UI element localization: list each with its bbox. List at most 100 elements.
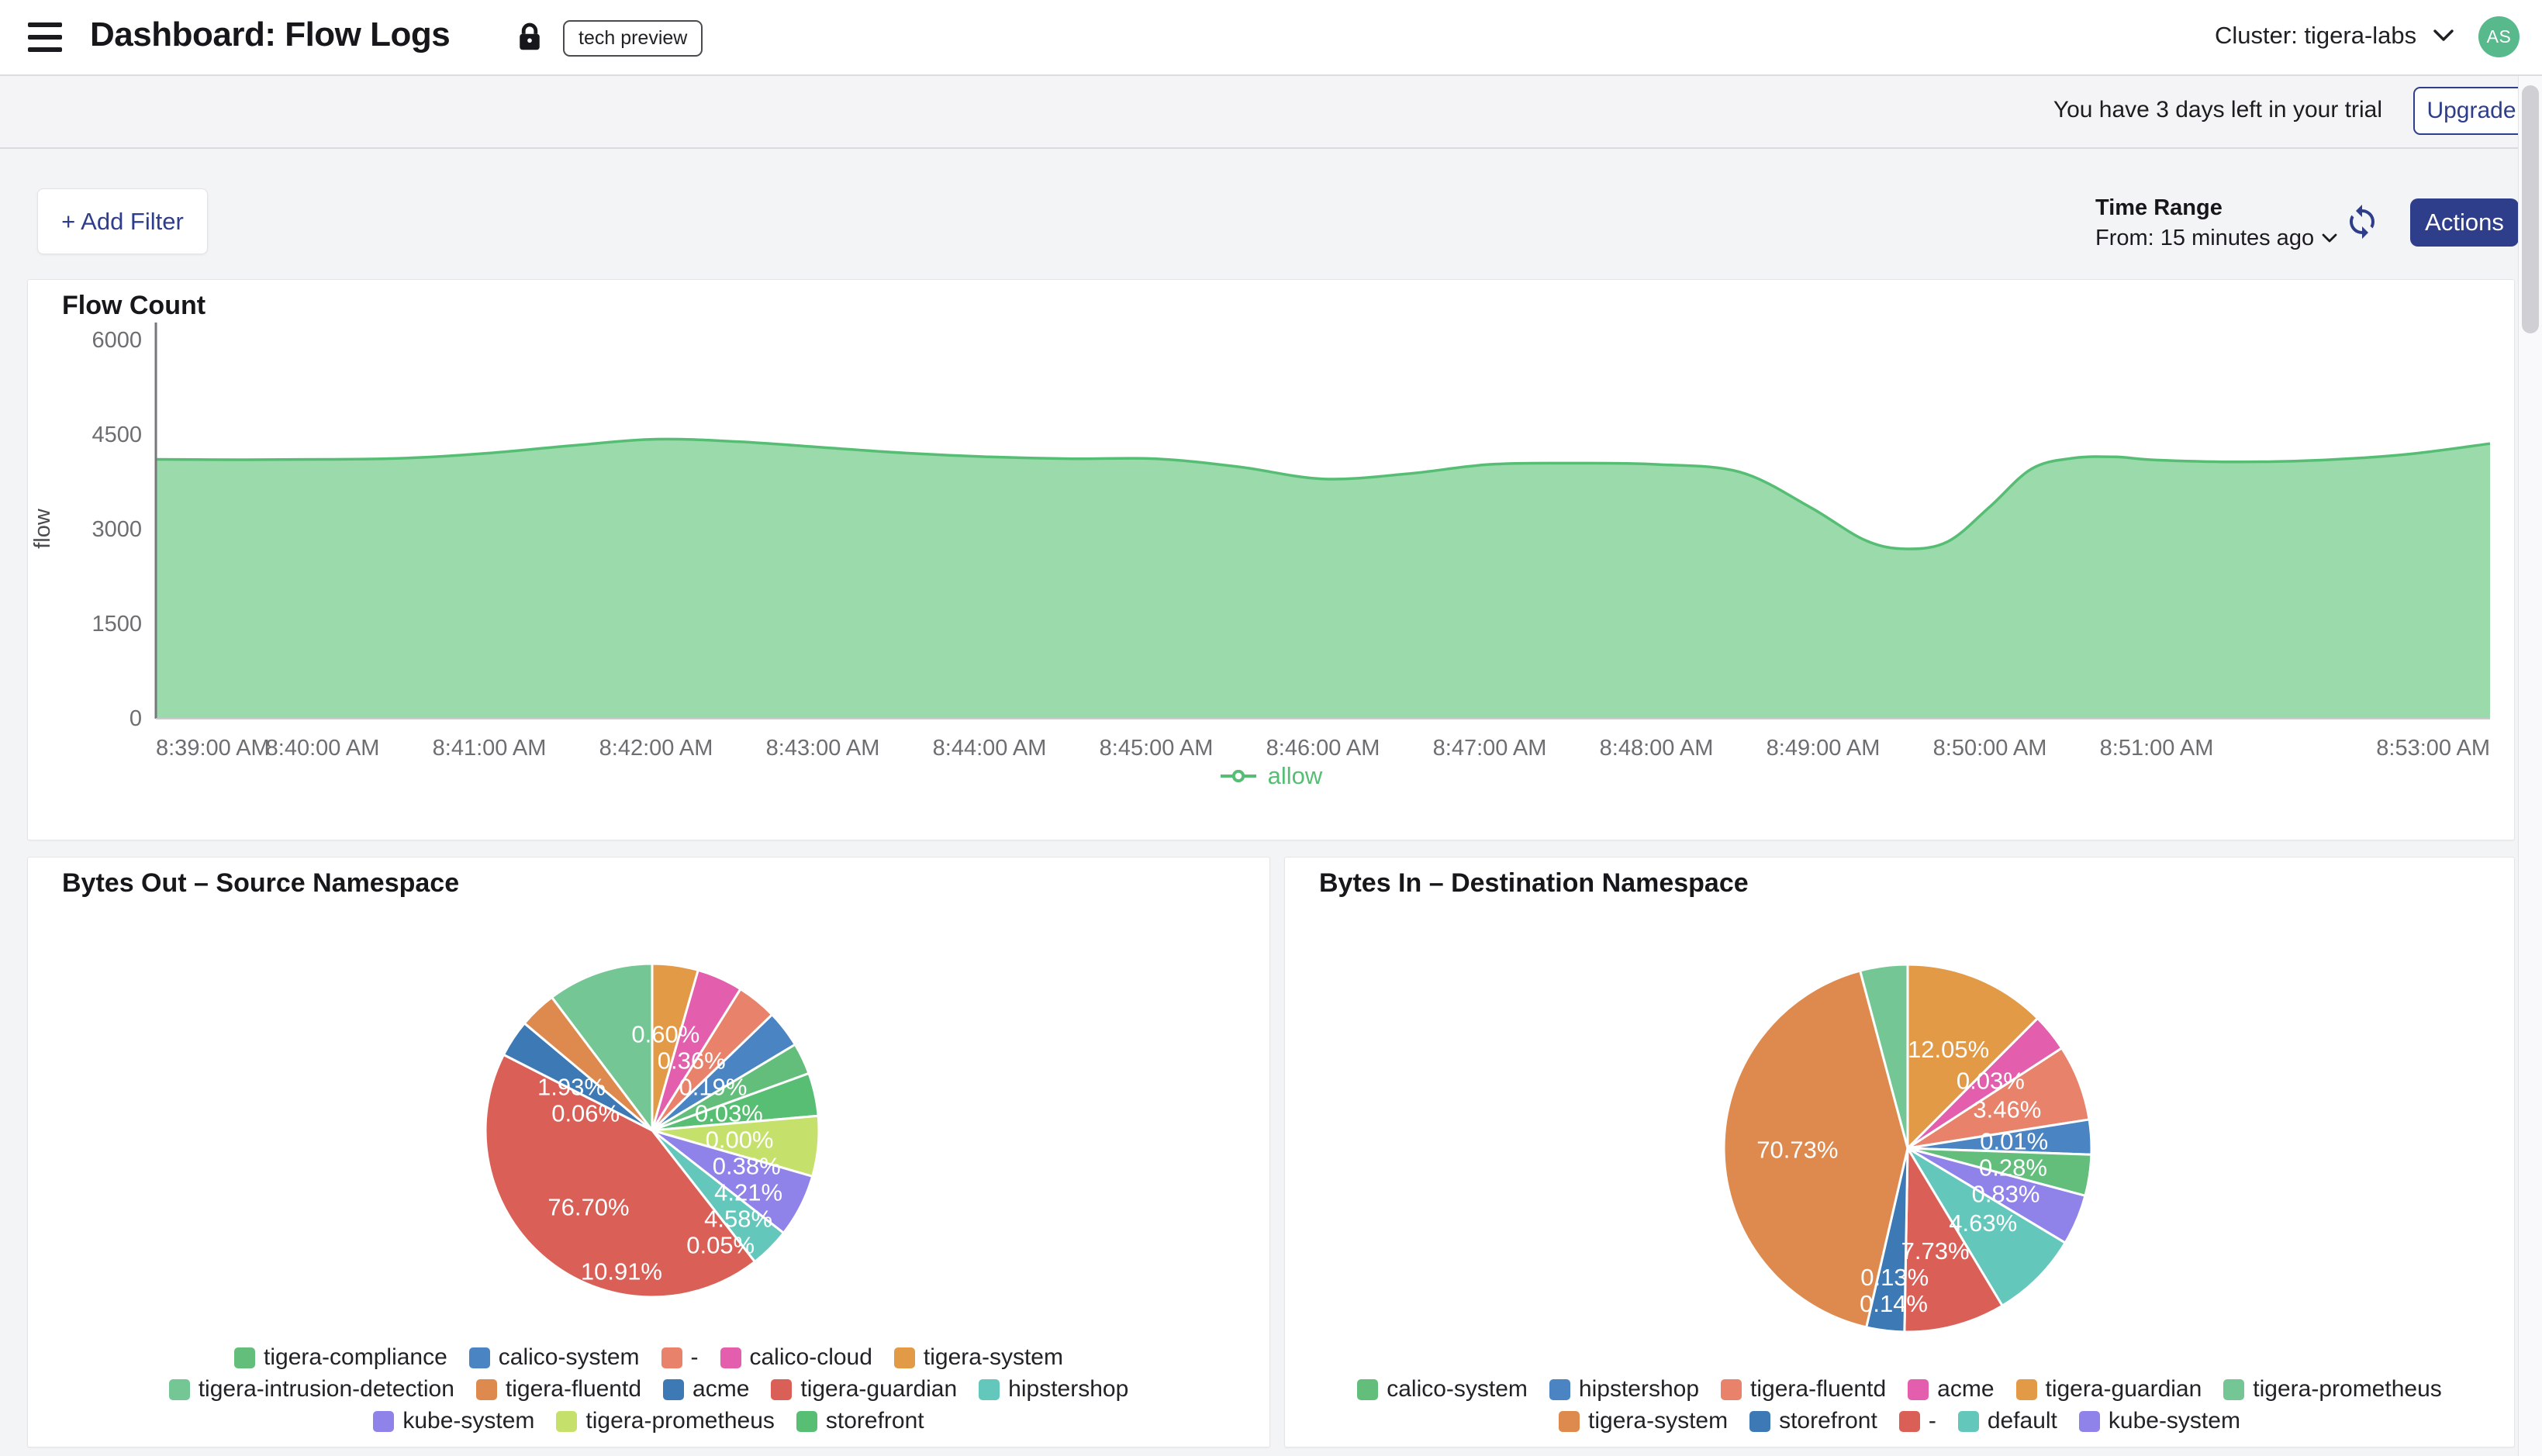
legend-item-default[interactable]: default <box>1957 1408 2057 1434</box>
legend-swatch <box>796 1410 817 1432</box>
legend-item-storefront[interactable]: storefront <box>1749 1408 1877 1434</box>
pie-slice-label: 70.73% <box>1756 1136 1838 1163</box>
legend-item-tigera-system[interactable]: tigera-system <box>1559 1408 1728 1434</box>
legend-item-kube-system[interactable]: kube-system <box>373 1408 534 1434</box>
legend-swatch <box>373 1410 395 1432</box>
legend-label: hipstershop <box>1578 1376 1700 1402</box>
legend-item-tigera-system[interactable]: tigera-system <box>893 1344 1063 1371</box>
legend-item-tigera-prometheus[interactable]: tigera-prometheus <box>2223 1376 2442 1403</box>
trial-text: You have 3 days left in your trial <box>2053 97 2382 122</box>
legend-item-tigera-guardian[interactable]: tigera-guardian <box>771 1376 957 1403</box>
legend-swatch <box>2015 1378 2037 1400</box>
pie-slice-label: 4.58% <box>704 1206 772 1233</box>
legend-swatch <box>1559 1410 1580 1432</box>
legend-label: tigera-fluentd <box>1750 1376 1887 1402</box>
legend-label: kube-system <box>402 1408 535 1434</box>
bytes-in-pie-chart[interactable]: 12.05% 0.03% 3.46% 0.01% 0.28% 0.83% 4.63% 7.73… <box>1285 857 2514 1447</box>
time-range-control[interactable]: Time Range From: 15 minutes ago <box>2095 195 2337 251</box>
pie-slice-tigera-intrusion-detection[interactable] <box>551 962 654 1132</box>
legend-item-storefront[interactable]: storefront <box>796 1408 924 1434</box>
legend-label: tigera-guardian <box>2045 1376 2202 1402</box>
legend-swatch <box>1898 1410 1920 1432</box>
legend-swatch <box>2078 1410 2100 1432</box>
cluster-selector[interactable]: Cluster: tigera-labs <box>2215 22 2454 50</box>
menu-bar <box>28 22 62 27</box>
legend-swatch <box>661 1347 682 1368</box>
chevron-down-icon <box>2433 29 2454 41</box>
legend-item-tigera-compliance[interactable]: tigera-compliance <box>234 1344 447 1371</box>
legend-item-hipstershop[interactable]: hipstershop <box>979 1376 1128 1403</box>
legend-item-acme[interactable]: acme <box>663 1376 749 1403</box>
legend-item-calico-system[interactable]: calico-system <box>1357 1376 1528 1403</box>
legend-row: tigera-system storefront - default kube-syst… <box>1285 1408 2514 1434</box>
legend-swatch <box>234 1347 256 1368</box>
tech-preview-badge: tech preview <box>563 20 703 57</box>
x-tick-label: 8:44:00 AM <box>933 736 1047 761</box>
pie-slice-default[interactable] <box>1906 1147 2067 1307</box>
pie-slice-label: 0.83% <box>1972 1181 2040 1208</box>
pie-slice-label: 10.91% <box>581 1258 662 1285</box>
refresh-icon[interactable] <box>2343 203 2381 240</box>
legend-item-tigera-intrusion-detection[interactable]: tigera-intrusion-detection <box>168 1376 454 1403</box>
actions-button[interactable]: Actions <box>2410 198 2519 247</box>
legend-label: calico-system <box>1387 1376 1528 1402</box>
pie-slice-label: 0.36% <box>658 1047 726 1075</box>
legend-label: tigera-fluentd <box>505 1376 642 1402</box>
flow-count-chart[interactable]: 0 1500 3000 4500 6000 8:39:00 AM 8:40:00 AM 8:4… <box>28 280 2514 840</box>
pie-slice-tigera-guardian[interactable] <box>484 1053 756 1299</box>
pie-slice-label: 0.38% <box>713 1153 781 1180</box>
x-tick-label: 8:50:00 AM <box>1933 736 2047 761</box>
legend-item-calico-cloud[interactable]: calico-cloud <box>720 1344 872 1371</box>
x-tick-label: 8:39:00 AM <box>156 736 270 761</box>
x-tick-label: 8:49:00 AM <box>1767 736 1881 761</box>
area-series-allow[interactable] <box>156 439 2490 718</box>
x-tick-label: 8:41:00 AM <box>433 736 547 761</box>
flow-legend[interactable]: allow <box>28 762 2514 790</box>
legend-label: storefront <box>825 1408 924 1434</box>
bytes-out-pie-chart[interactable]: 0.60% 0.36% 0.19% 0.03% 0.00% 0.38% 4.21% 4.58%… <box>28 857 1269 1447</box>
trial-banner: You have 3 days left in your trial Upgra… <box>0 76 2542 149</box>
legend-item-tigera-prometheus[interactable]: tigera-prometheus <box>556 1408 775 1434</box>
scrollbar[interactable] <box>2518 0 2542 1456</box>
pie-slice-label: 0.05% <box>686 1232 755 1259</box>
add-filter-button[interactable]: + Add Filter <box>37 188 208 254</box>
pie-slice-tigera-system[interactable] <box>1722 969 1909 1329</box>
pie-slice-label: 0.60% <box>631 1021 699 1048</box>
chevron-down-icon <box>2322 233 2337 243</box>
cluster-label: Cluster: tigera-labs <box>2215 22 2417 49</box>
legend-label: hipstershop <box>1008 1376 1129 1402</box>
y-tick-label: 0 <box>130 706 142 731</box>
menu-bar <box>28 47 62 52</box>
legend-item-calico-system[interactable]: calico-system <box>468 1344 640 1371</box>
upgrade-button[interactable]: Upgrade <box>2413 87 2530 135</box>
lock-icon <box>516 22 543 53</box>
legend-label: tigera-intrusion-detection <box>198 1376 454 1402</box>
menu-icon[interactable] <box>28 22 62 52</box>
avatar[interactable]: AS <box>2478 16 2520 57</box>
pie-slice-label: 0.00% <box>706 1127 774 1154</box>
pie-slice-label: 1.93% <box>537 1074 606 1101</box>
pie-slice-label: 76.70% <box>547 1194 629 1221</box>
pie-slice-label: 0.13% <box>1860 1264 1929 1291</box>
legend-item-kube-system[interactable]: kube-system <box>2078 1408 2240 1434</box>
legend-item-tigera-guardian[interactable]: tigera-guardian <box>2015 1376 2202 1403</box>
pie-slice-tigera-prometheus[interactable] <box>1859 963 1909 1150</box>
bytes-out-legend: tigera-compliance calico-system - calico-cl… <box>28 1344 1269 1434</box>
legend-item-acme[interactable]: acme <box>1908 1376 1995 1403</box>
legend-item-hipstershop[interactable]: hipstershop <box>1549 1376 1699 1403</box>
bytes-in-title: Bytes In – Destination Namespace <box>1319 868 1749 898</box>
legend-swatch <box>1721 1378 1742 1400</box>
legend-item--[interactable]: - <box>661 1344 699 1371</box>
legend-swatch <box>771 1378 793 1400</box>
legend-label: storefront <box>1779 1408 1877 1434</box>
pie-slice-tigera-guardian[interactable] <box>1906 963 2039 1150</box>
line-series-allow <box>155 437 2491 550</box>
pie-slice--[interactable] <box>1903 1147 2004 1334</box>
legend-item-tigera-fluentd[interactable]: tigera-fluentd <box>475 1376 642 1403</box>
x-tick-label: 8:53:00 AM <box>2376 736 2490 761</box>
legend-item-tigera-fluentd[interactable]: tigera-fluentd <box>1721 1376 1886 1403</box>
pie-slice-label: 12.05% <box>1908 1036 1989 1063</box>
legend-item--[interactable]: - <box>1898 1408 1936 1434</box>
scrollbar-thumb[interactable] <box>2522 85 2539 333</box>
pie-slice-label: 3.46% <box>1973 1096 2041 1123</box>
